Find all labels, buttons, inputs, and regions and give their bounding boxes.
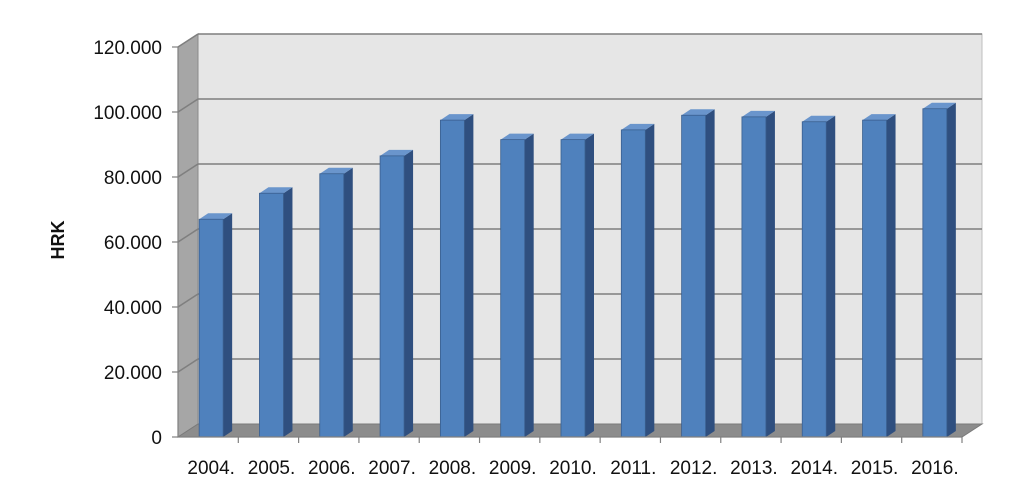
x-tick-label: 2010. bbox=[549, 458, 597, 479]
bar-front bbox=[500, 139, 526, 438]
bar-front bbox=[681, 114, 707, 438]
bar-top bbox=[802, 115, 836, 122]
x-tick-label: 2013. bbox=[730, 458, 778, 479]
bar-top bbox=[500, 133, 534, 140]
bar-front bbox=[379, 155, 405, 438]
bar-top bbox=[561, 133, 594, 140]
y-tick-label: 40.000 bbox=[104, 298, 162, 319]
x-tick-labels: 2004. 2005. 2006. 2007. 2008. 2009. 2010. 2011.… bbox=[178, 436, 963, 479]
bars bbox=[198, 102, 956, 438]
x-tick-label: 2012. bbox=[670, 458, 718, 479]
bar-top bbox=[621, 123, 655, 130]
bar bbox=[259, 187, 293, 438]
bar-top bbox=[741, 110, 775, 117]
bar bbox=[198, 213, 233, 438]
y-tick-label: 120.000 bbox=[93, 38, 162, 59]
bar bbox=[681, 109, 715, 438]
bar-front bbox=[741, 116, 767, 438]
y-tick-label: 0 bbox=[151, 428, 162, 449]
bar-front bbox=[862, 119, 887, 438]
bar-front bbox=[319, 173, 345, 438]
bar-top bbox=[380, 149, 414, 156]
bar-side bbox=[223, 213, 233, 437]
bar-side bbox=[765, 110, 775, 437]
bar-side bbox=[404, 149, 414, 437]
y-tick-labels: 0 20.000 40.000 60.000 80.000 100.000 120.000 bbox=[93, 38, 162, 449]
bar-top bbox=[199, 213, 233, 220]
bar-side bbox=[343, 167, 353, 437]
bar bbox=[439, 114, 474, 438]
bar bbox=[862, 114, 896, 438]
bar-front bbox=[801, 121, 827, 438]
gridline-side bbox=[177, 33, 199, 48]
bar-front bbox=[259, 192, 284, 438]
x-tick-label: 2009. bbox=[489, 458, 537, 479]
bar-side bbox=[464, 114, 474, 437]
y-tick-label: 60.000 bbox=[104, 233, 162, 254]
gridline-side bbox=[177, 228, 199, 243]
bar bbox=[922, 102, 956, 438]
bar-side bbox=[946, 102, 956, 437]
bar bbox=[379, 149, 414, 438]
y-tick-label: 20.000 bbox=[104, 363, 162, 384]
bar bbox=[319, 167, 353, 438]
x-tick-label: 2011. bbox=[610, 458, 656, 479]
bar bbox=[620, 123, 655, 438]
gridline-side bbox=[177, 163, 199, 178]
x-tick-label: 2008. bbox=[429, 458, 477, 479]
x-tick-label: 2015. bbox=[851, 458, 899, 479]
bar-front bbox=[620, 129, 646, 438]
bar bbox=[500, 133, 534, 438]
bar-side bbox=[283, 187, 293, 437]
bar bbox=[560, 133, 594, 438]
x-tick-label: 2006. bbox=[308, 458, 356, 479]
y-tick-label: 80.000 bbox=[104, 168, 162, 189]
bar-side bbox=[645, 123, 655, 437]
gridline-side bbox=[177, 358, 199, 373]
bar-top bbox=[922, 102, 956, 109]
bar-top bbox=[259, 187, 293, 194]
bar-top bbox=[681, 109, 715, 116]
gridline-side bbox=[177, 98, 199, 113]
bar-side bbox=[524, 133, 534, 437]
bar-side bbox=[886, 114, 896, 437]
bar-front bbox=[439, 119, 465, 438]
y-tick-label: 100.000 bbox=[93, 103, 162, 124]
bar-front bbox=[198, 218, 224, 438]
bar-side bbox=[826, 115, 836, 437]
bar-side bbox=[585, 133, 594, 437]
bar-top bbox=[440, 114, 474, 121]
bar bbox=[801, 115, 836, 438]
x-tick-label: 2005. bbox=[248, 458, 296, 479]
bar-top bbox=[862, 114, 896, 121]
bar-top bbox=[319, 167, 353, 174]
x-tick-label: 2016. bbox=[911, 458, 959, 479]
y-axis-title: HRK bbox=[48, 221, 68, 260]
x-tick-label: 2004. bbox=[187, 458, 235, 479]
bar bbox=[741, 110, 775, 438]
bar-side bbox=[705, 109, 715, 437]
bar-front bbox=[922, 108, 948, 438]
x-tick-label: 2014. bbox=[790, 458, 838, 479]
bar-front bbox=[560, 139, 586, 438]
gridline-side bbox=[177, 293, 199, 308]
x-tick-label: 2007. bbox=[368, 458, 416, 479]
